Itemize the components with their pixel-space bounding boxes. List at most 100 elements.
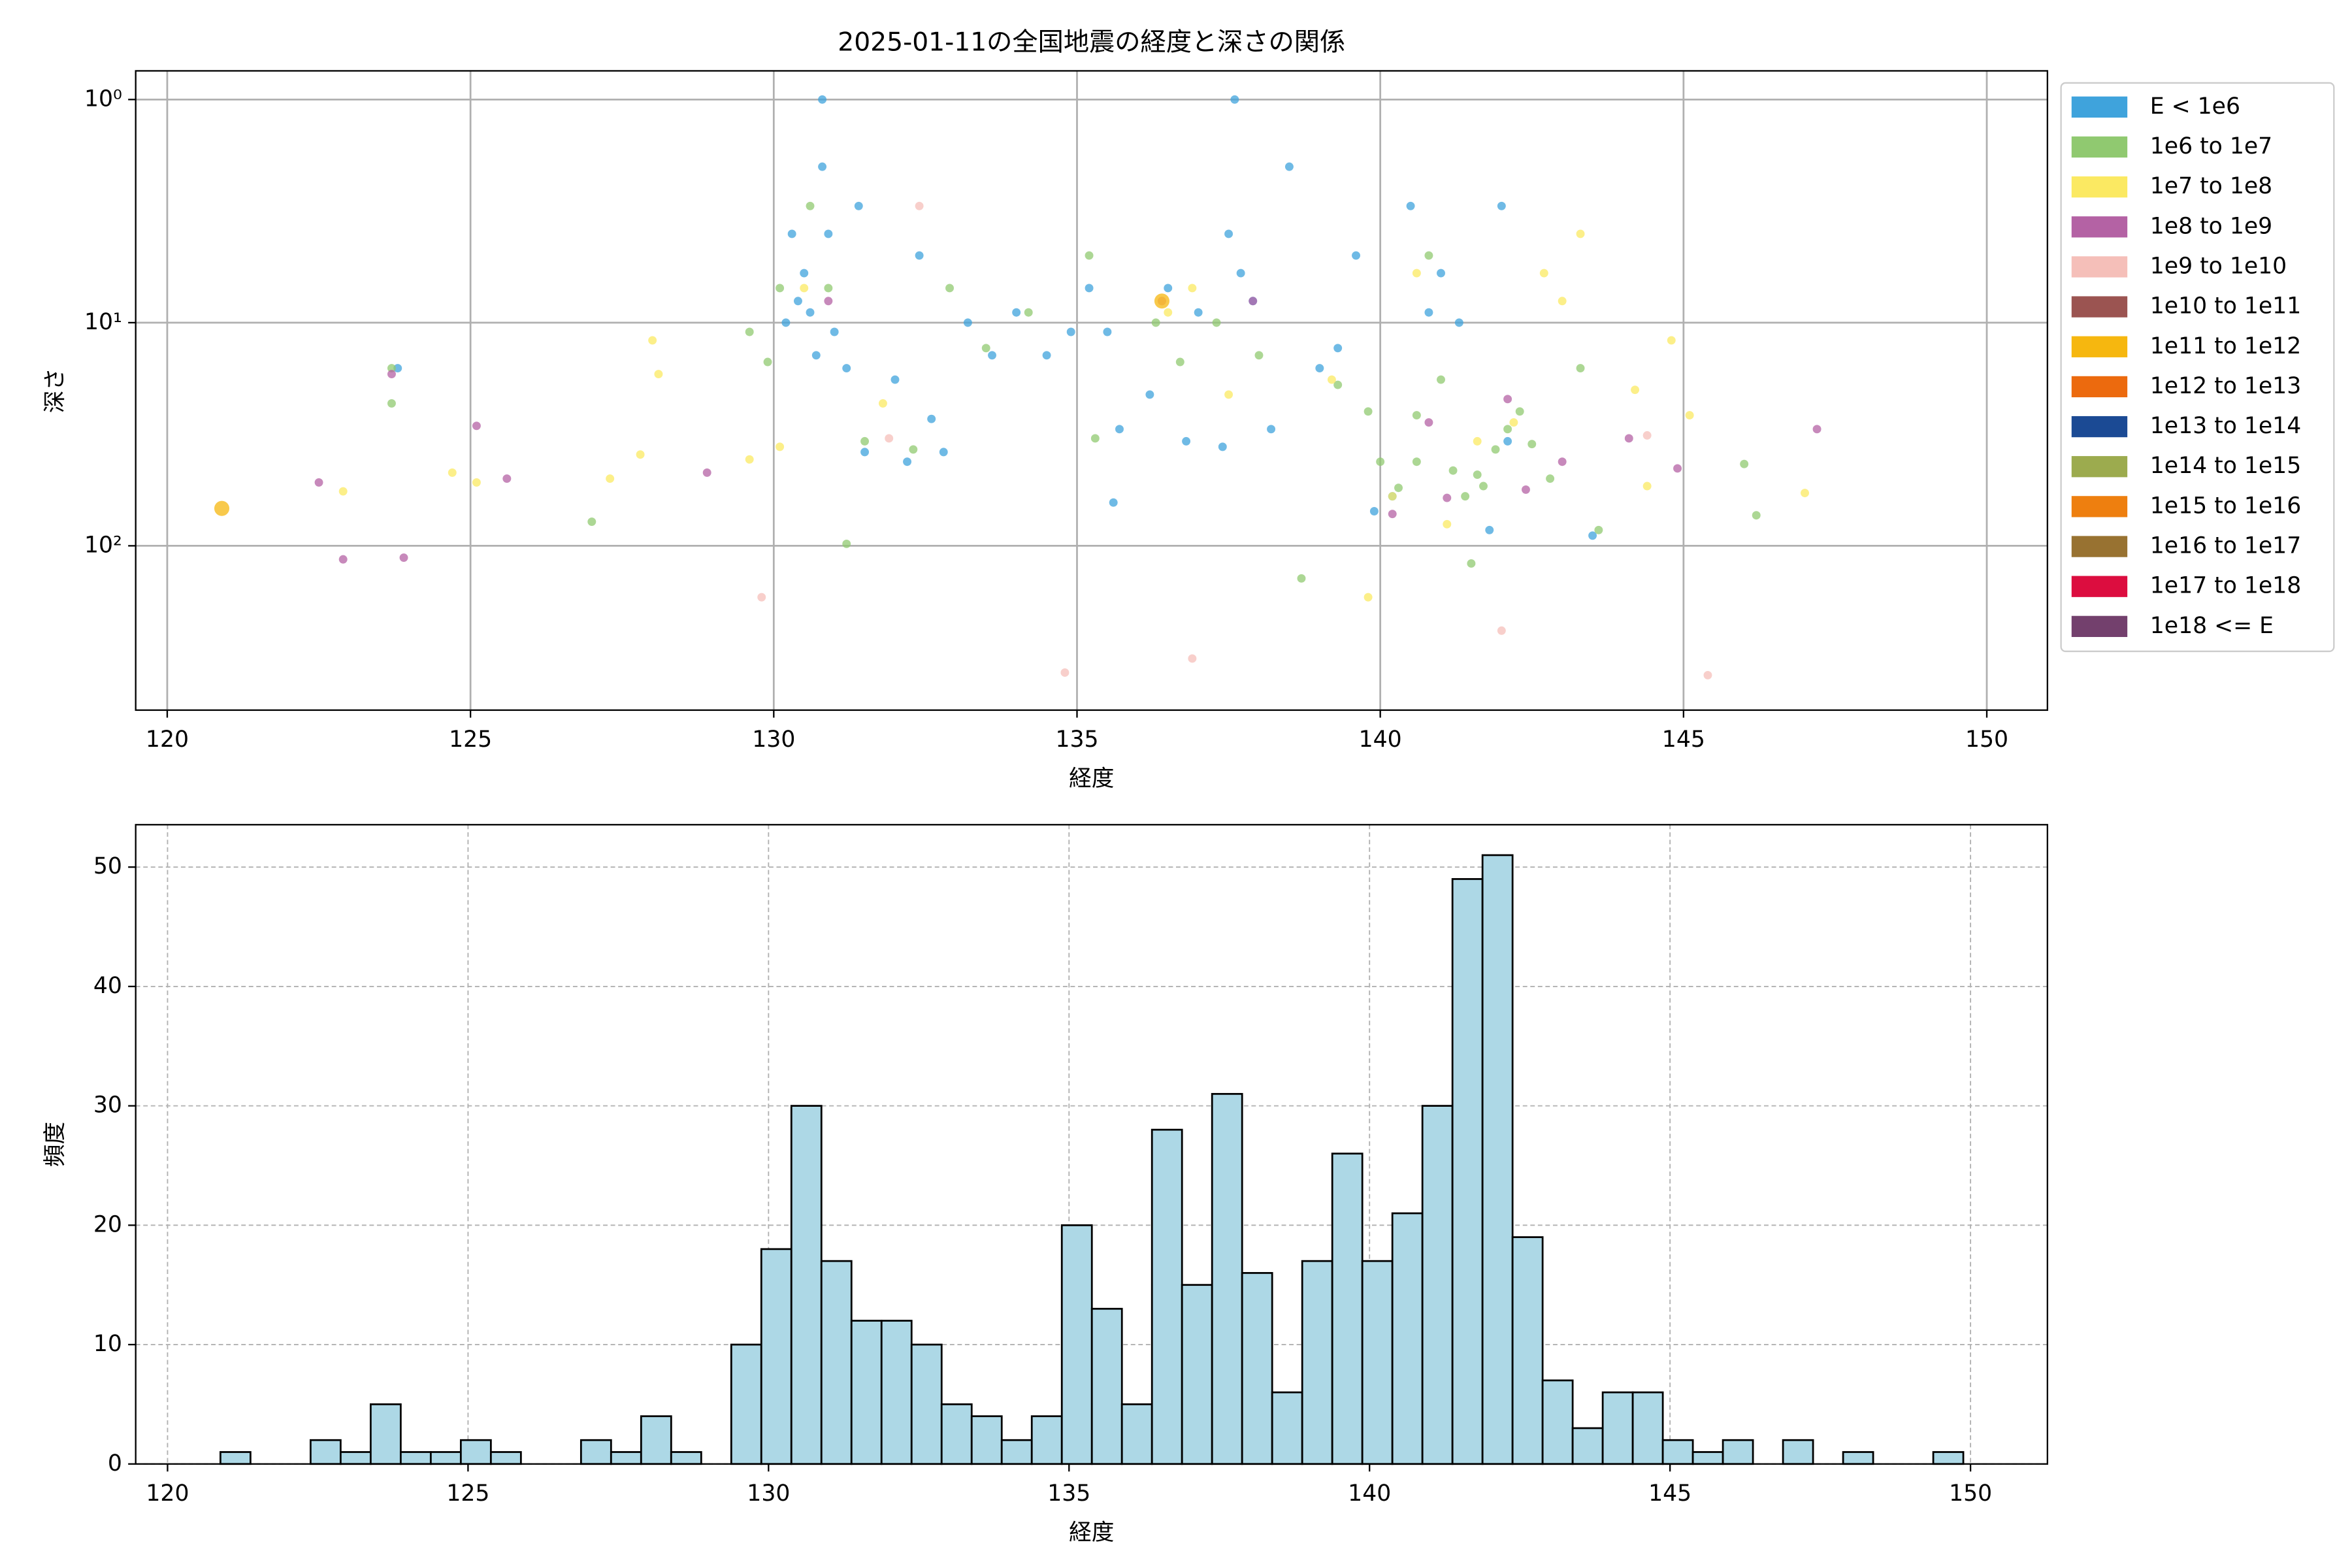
scatter-point [1522,485,1530,494]
scatter-point [1164,284,1173,293]
legend-swatch [2071,576,2128,597]
scatter-point [945,284,954,293]
scatter-point [811,351,821,360]
scatter-point [1224,229,1233,238]
legend-label: 1e6 to 1e7 [2150,133,2272,159]
y-tick-label: 20 [93,1211,122,1237]
histogram-bar [940,1403,973,1465]
scatter-point [1297,574,1306,583]
scatter-point [824,229,833,238]
legend-label: 1e11 to 1e12 [2150,333,2301,359]
scatter-point [1473,436,1482,446]
scatter-point [1473,470,1482,480]
scatter-point [824,297,833,306]
x-tick-label: 130 [752,727,795,753]
x-tick-label: 125 [449,727,492,753]
scatter-point [1443,493,1452,502]
scatter-point [1412,457,1421,466]
scatter-point [1497,626,1506,635]
scatter-point [1333,344,1343,353]
scatter-point [1376,457,1385,466]
histogram-bar [760,1248,792,1465]
histogram-bar [1691,1451,1724,1465]
y-tick-label: 50 [93,853,122,879]
scatter-point [648,336,657,345]
scatter-point [1151,318,1160,327]
scatter-point [1503,425,1512,434]
histogram-bar [730,1343,762,1465]
scatter-point [885,434,894,443]
legend-label: 1e15 to 1e16 [2150,493,2301,519]
scatter-point [1364,593,1373,602]
scatter-point [1631,385,1640,395]
scatter-point [1437,375,1445,384]
scatter-point [1175,357,1184,367]
scatter-point [1364,407,1373,416]
scatter-point [1642,431,1652,440]
legend-swatch [2071,376,2128,398]
scatter-point [1236,269,1245,278]
scatter-point [981,344,990,353]
scatter-point [1485,525,1494,534]
scatter-point [1145,390,1154,399]
histogram-bar [489,1451,522,1465]
scatter-point [399,553,408,563]
scatter-point [878,399,887,408]
scatter-point [1394,483,1403,493]
scatter-point [1327,375,1336,384]
scatter-point [1085,251,1094,260]
scatter-point [1333,380,1343,389]
scatter-point [1503,436,1512,446]
scatter-point [1042,351,1051,360]
scatter-point [776,284,785,293]
histogram-bar [580,1439,612,1465]
histogram-bar [1241,1272,1273,1465]
scatter-point [988,351,996,360]
scatter-point [1673,464,1682,473]
scatter-point [860,436,870,446]
x-tick-label: 145 [1662,727,1705,753]
y-tick-label: 10² [84,532,122,558]
histogram-bar [880,1320,913,1465]
scatter-point [472,478,481,487]
histogram-bar [1511,1236,1544,1465]
x-tick-label: 150 [1965,727,2008,753]
scatter-point [1539,269,1548,278]
histogram-bar [339,1451,372,1465]
legend-label: 1e10 to 1e11 [2150,293,2301,319]
scatter-point [1642,482,1652,491]
scatter-point [1315,364,1324,373]
scatter-point [776,442,785,451]
scatter-point [1182,436,1191,446]
histogram-bar [1030,1415,1063,1465]
histogram-bar [1060,1224,1093,1465]
scatter-point [1497,201,1506,210]
scatter-point [1066,327,1075,336]
y-tick-label: 0 [108,1450,122,1477]
scatter-point [1503,395,1512,404]
scatter-point [1558,297,1567,306]
scatter-point [1218,442,1227,451]
scatter-point [1212,318,1221,327]
scatter-point [806,201,815,210]
scatter-point [1448,466,1458,475]
scatter-point [1491,445,1500,454]
scatter-point [1424,251,1433,260]
scatter-point [745,327,754,336]
scatter-point [1412,269,1421,278]
histogram-bar [1842,1451,1874,1465]
scatter-point [1284,162,1294,171]
legend-label: 1e16 to 1e17 [2150,533,2301,559]
scatter-point [1412,411,1421,420]
x-tick-label: 120 [146,727,189,753]
scatter-point [909,445,918,454]
scatter-point [587,517,596,527]
scatter-point [702,468,711,477]
scatter-point [1576,229,1585,238]
x-tick-label: 135 [1047,1480,1090,1507]
legend-label: 1e18 <= E [2150,613,2274,639]
legend-swatch [2071,296,2128,318]
scatter-point [1515,407,1524,416]
